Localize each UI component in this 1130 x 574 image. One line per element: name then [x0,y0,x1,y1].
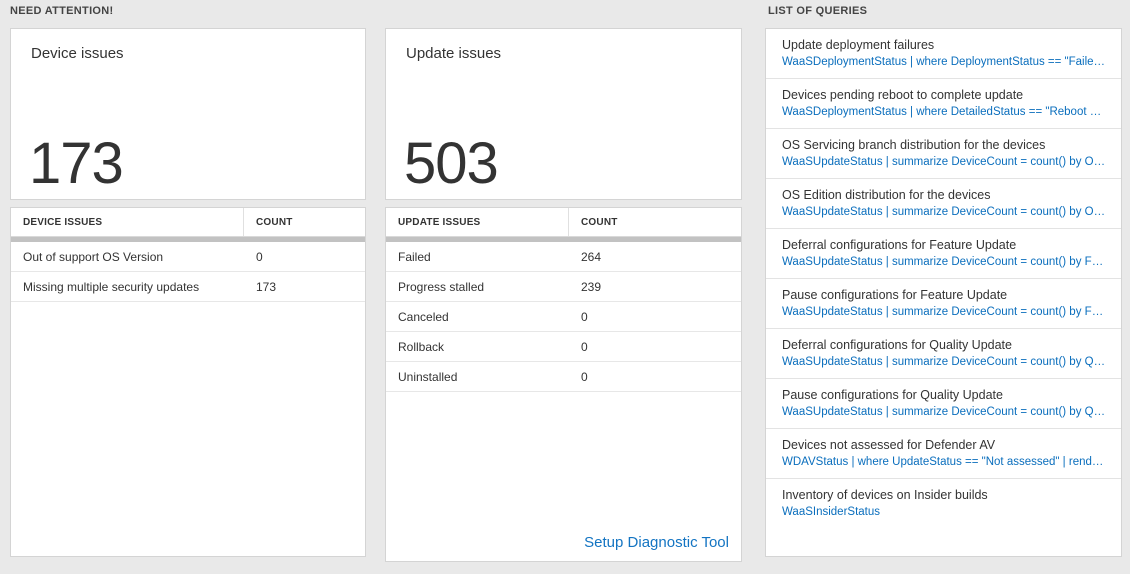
row-label: Failed [398,249,431,264]
device-issues-count: 173 [29,131,124,196]
query-item[interactable]: Inventory of devices on Insider builds W… [766,479,1121,528]
row-label: Out of support OS Version [23,249,164,264]
table-row[interactable]: Out of support OS Version 0 [11,242,365,272]
table-row[interactable]: Rollback 0 [386,332,741,362]
query-title: Devices pending reboot to complete updat… [782,88,1024,102]
query-item[interactable]: Deferral configurations for Feature Upda… [766,229,1121,279]
query-text: WaaSUpdateStatus | summarize DeviceCount… [782,306,1107,318]
query-title: Pause configurations for Quality Update [782,388,1003,402]
row-count: 173 [256,279,277,294]
list-of-queries-header: LIST OF QUERIES [768,5,868,17]
device-issues-title: Device issues [31,45,124,62]
query-text: WDAVStatus | where UpdateStatus == "Not … [782,456,1107,468]
row-count: 239 [581,279,602,294]
row-count: 0 [581,309,588,324]
row-label: Uninstalled [398,369,458,384]
table-row[interactable]: Uninstalled 0 [386,362,741,392]
query-title: OS Servicing branch distribution for the… [782,138,1046,152]
query-title: Pause configurations for Feature Update [782,288,1008,302]
device-issues-column-header: DEVICE ISSUES [11,208,244,236]
query-title: Inventory of devices on Insider builds [782,488,988,502]
row-label: Rollback [398,339,445,354]
table-header-row: DEVICE ISSUES COUNT [11,208,365,237]
setup-diagnostic-tool-link[interactable]: Setup Diagnostic Tool [584,534,729,551]
query-title: Devices not assessed for Defender AV [782,438,996,452]
row-label: Missing multiple security updates [23,279,200,294]
query-text: WaaSDeploymentStatus | where DeploymentS… [782,56,1107,68]
query-text: WaaSDeploymentStatus | where DetailedSta… [782,106,1107,118]
device-issues-tile[interactable]: Device issues 173 [10,28,366,200]
row-count: 0 [256,249,263,264]
query-item[interactable]: Pause configurations for Quality Update … [766,379,1121,429]
need-attention-header: NEED ATTENTION! [10,5,114,17]
update-issues-tile[interactable]: Update issues 503 [385,28,742,200]
update-issues-title: Update issues [406,45,502,62]
update-issues-table: UPDATE ISSUES COUNT Failed 264 Progress … [385,207,742,562]
query-text: WaaSUpdateStatus | summarize DeviceCount… [782,356,1107,368]
query-title: Deferral configurations for Quality Upda… [782,338,1012,352]
update-issues-column-header: UPDATE ISSUES [386,208,569,236]
row-count: 0 [581,369,588,384]
table-divider-band [386,237,741,242]
table-header-row: UPDATE ISSUES COUNT [386,208,741,237]
query-title: OS Edition distribution for the devices [782,188,991,202]
queries-panel: Update deployment failures WaaSDeploymen… [765,28,1122,557]
row-count: 264 [581,249,602,264]
table-row[interactable]: Canceled 0 [386,302,741,332]
count-column-header: COUNT [256,216,293,228]
table-divider-band [11,237,365,242]
query-text: WaaSUpdateStatus | summarize DeviceCount… [782,156,1107,168]
device-issues-table: DEVICE ISSUES COUNT Out of support OS Ve… [10,207,366,557]
query-text: WaaSUpdateStatus | summarize DeviceCount… [782,406,1107,418]
query-item[interactable]: Pause configurations for Feature Update … [766,279,1121,329]
table-row[interactable]: Failed 264 [386,242,741,272]
count-column-header: COUNT [581,216,618,228]
update-issues-count: 503 [404,131,499,196]
query-text: WaaSUpdateStatus | summarize DeviceCount… [782,256,1107,268]
table-row[interactable]: Progress stalled 239 [386,272,741,302]
query-title: Update deployment failures [782,38,935,52]
query-title: Deferral configurations for Feature Upda… [782,238,1017,252]
query-text: WaaSInsiderStatus [782,506,881,518]
query-item[interactable]: OS Servicing branch distribution for the… [766,129,1121,179]
query-item[interactable]: OS Edition distribution for the devices … [766,179,1121,229]
query-item[interactable]: Devices pending reboot to complete updat… [766,79,1121,129]
row-label: Progress stalled [398,279,485,294]
row-label: Canceled [398,309,449,324]
query-item[interactable]: Devices not assessed for Defender AV WDA… [766,429,1121,479]
query-text: WaaSUpdateStatus | summarize DeviceCount… [782,206,1107,218]
row-count: 0 [581,339,588,354]
table-row[interactable]: Missing multiple security updates 173 [11,272,365,302]
query-item[interactable]: Update deployment failures WaaSDeploymen… [766,29,1121,79]
query-item[interactable]: Deferral configurations for Quality Upda… [766,329,1121,379]
